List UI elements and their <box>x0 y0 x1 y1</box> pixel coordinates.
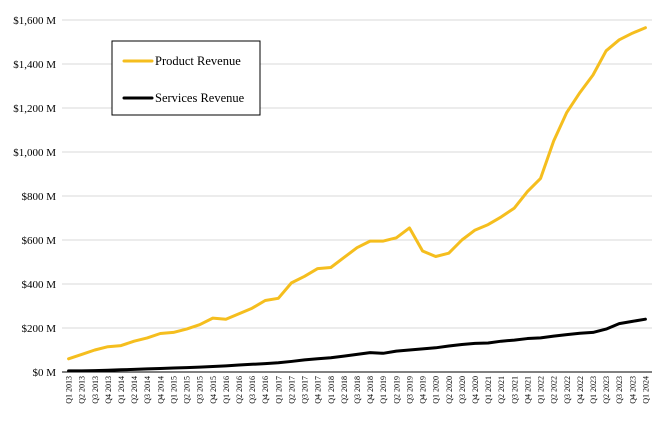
x-tick-label: Q4 2023 <box>628 376 637 404</box>
y-tick-label: $400 M <box>21 279 56 291</box>
y-tick-label: $1,200 M <box>13 103 56 115</box>
x-tick-label: Q2 2013 <box>78 376 87 404</box>
x-tick-label: Q3 2015 <box>196 376 205 404</box>
x-tick-label: Q4 2018 <box>366 376 375 404</box>
x-tick-label: Q3 2017 <box>301 376 310 404</box>
x-tick-label: Q1 2014 <box>117 376 126 404</box>
x-tick-label: Q4 2016 <box>261 376 270 404</box>
x-tick-label: Q2 2018 <box>340 376 349 404</box>
x-tick-label: Q2 2014 <box>130 376 139 404</box>
x-tick-label: Q2 2020 <box>445 376 454 404</box>
x-tick-label: Q2 2019 <box>392 376 401 404</box>
x-tick-label: Q4 2015 <box>209 376 218 404</box>
x-tick-label: Q2 2023 <box>602 376 611 404</box>
x-tick-label: Q2 2017 <box>287 376 296 404</box>
product-revenue-line <box>67 26 647 361</box>
x-tick-label: Q1 2015 <box>169 376 178 404</box>
x-tick-label: Q1 2019 <box>379 376 388 404</box>
x-tick-label: Q3 2018 <box>353 376 362 404</box>
series-lines <box>67 26 647 373</box>
legend-label-services: Services Revenue <box>155 91 245 105</box>
x-tick-label: Q4 2021 <box>523 376 532 404</box>
y-tick-label: $800 M <box>21 191 56 203</box>
y-tick-label: $1,000 M <box>13 147 56 159</box>
y-axis-tick-labels: $0 M $200 M $400 M $600 M $800 M $1,000 M $1,2… <box>13 15 56 379</box>
x-tick-label: Q2 2021 <box>497 376 506 404</box>
x-tick-label: Q1 2020 <box>432 376 441 404</box>
legend: Product Revenue Services Revenue <box>111 40 261 116</box>
x-tick-label: Q1 2022 <box>537 376 546 404</box>
x-tick-label: Q4 2014 <box>156 376 165 404</box>
y-tick-label: $1,600 M <box>13 15 56 27</box>
legend-box <box>111 40 261 116</box>
x-tick-label: Q3 2023 <box>615 376 624 404</box>
x-tick-label: Q1 2017 <box>274 376 283 404</box>
x-tick-label: Q3 2022 <box>563 376 572 404</box>
x-axis-tick-labels: Q1 2013 Q2 2013 Q3 2013 Q4 2013 Q1 2014 Q2 20… <box>65 376 651 404</box>
legend-label-product: Product Revenue <box>155 54 241 68</box>
x-tick-label: Q1 2018 <box>327 376 336 404</box>
x-tick-label: Q3 2019 <box>405 376 414 404</box>
x-tick-label: Q2 2015 <box>183 376 192 404</box>
x-tick-label: Q3 2020 <box>458 376 467 404</box>
y-tick-label: $1,400 M <box>13 59 56 71</box>
x-tick-label: Q1 2013 <box>65 376 74 404</box>
x-tick-label: Q1 2021 <box>484 376 493 404</box>
x-tick-label: Q3 2014 <box>143 376 152 404</box>
x-tick-label: Q1 2024 <box>641 376 650 404</box>
x-tick-label: Q1 2023 <box>589 376 598 404</box>
y-tick-label: $600 M <box>21 235 56 247</box>
x-tick-label: Q1 2016 <box>222 376 231 404</box>
x-tick-label: Q3 2016 <box>248 376 257 404</box>
y-tick-label: $0 M <box>32 367 56 379</box>
x-tick-label: Q4 2017 <box>314 376 323 404</box>
x-tick-label: Q2 2022 <box>550 376 559 404</box>
x-tick-label: Q4 2020 <box>471 376 480 404</box>
y-tick-label: $200 M <box>21 323 56 335</box>
x-tick-label: Q2 2016 <box>235 376 244 404</box>
x-tick-label: Q4 2013 <box>104 376 113 404</box>
x-tick-label: Q4 2019 <box>419 376 428 404</box>
x-tick-label: Q3 2013 <box>91 376 100 404</box>
x-tick-label: Q3 2021 <box>510 376 519 404</box>
x-tick-label: Q4 2022 <box>576 376 585 404</box>
services-revenue-line <box>67 317 647 373</box>
